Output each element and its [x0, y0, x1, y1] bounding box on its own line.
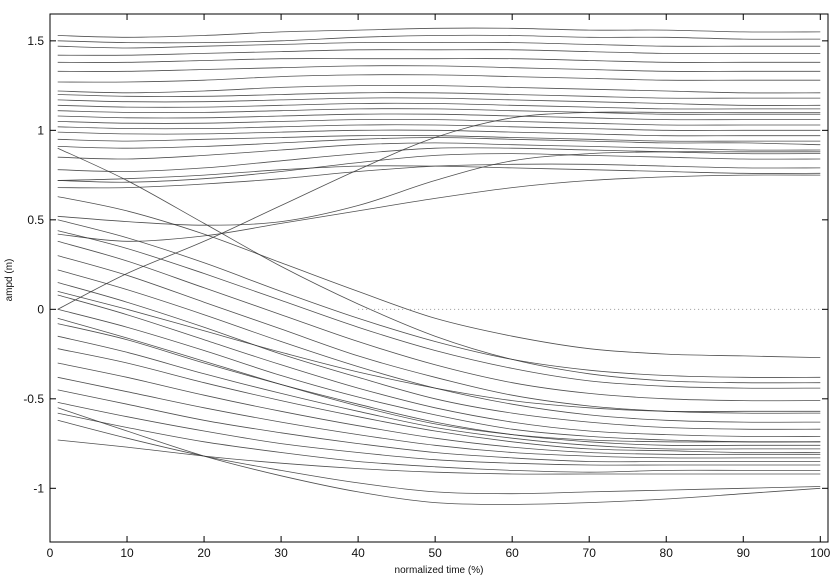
series-line — [57, 419, 821, 495]
x-tick-label: 40 — [351, 546, 365, 560]
x-tick-label: 10 — [120, 546, 134, 560]
series-line — [57, 291, 821, 412]
y-tick-label: 0 — [37, 302, 44, 316]
x-tick-label: 100 — [810, 546, 830, 560]
series-line — [57, 240, 821, 402]
series-line — [57, 174, 821, 242]
series-line — [57, 196, 821, 358]
y-axis-label: ampd (m) — [4, 259, 15, 302]
series-line — [57, 113, 821, 121]
series-line — [57, 412, 821, 473]
series-line — [57, 34, 821, 44]
x-tick-label: 0 — [47, 546, 54, 560]
x-axis-label: normalized time (%) — [395, 565, 484, 576]
series-line — [57, 294, 821, 437]
series-line — [57, 376, 821, 459]
series-line — [57, 402, 821, 466]
series-lines — [57, 27, 821, 505]
series-line — [57, 108, 821, 115]
x-tick-label: 70 — [583, 546, 597, 560]
series-line — [57, 165, 821, 181]
series-line — [57, 317, 821, 443]
x-tick-label: 80 — [660, 546, 674, 560]
y-tick-label: 0.5 — [27, 213, 44, 227]
y-tick-label: 1.5 — [27, 34, 44, 48]
y-tick-label: 1 — [37, 123, 44, 137]
series-line — [57, 49, 821, 56]
series-line — [57, 255, 821, 414]
series-line — [57, 74, 821, 83]
series-line — [57, 124, 821, 131]
series-line — [57, 97, 821, 106]
series-line — [57, 147, 821, 384]
series-line — [57, 230, 821, 389]
series-line — [57, 27, 821, 38]
series-line — [57, 58, 821, 63]
series-line — [57, 84, 821, 94]
series-line — [57, 129, 821, 137]
series-line — [57, 147, 821, 172]
y-tick-label: -0.5 — [23, 392, 44, 406]
y-tick-label: -1 — [33, 481, 44, 495]
series-line — [57, 348, 821, 454]
x-tick-label: 60 — [505, 546, 519, 560]
series-line — [57, 65, 821, 72]
x-tick-label: 90 — [737, 546, 751, 560]
x-tick-label: 20 — [197, 546, 211, 560]
series-line — [57, 362, 821, 455]
y-axis-ticks: -1 -0.5 0 0.5 1 1.5 — [23, 34, 828, 495]
plot-frame — [49, 13, 829, 543]
series-line — [57, 118, 821, 126]
series-line — [57, 135, 821, 142]
series-line — [57, 151, 821, 226]
series-line — [57, 389, 821, 463]
series-line — [57, 335, 821, 450]
series-line — [57, 439, 821, 475]
series-line — [57, 92, 821, 99]
x-tick-label: 30 — [274, 546, 288, 560]
x-tick-label: 50 — [428, 546, 442, 560]
x-axis-ticks: 0 10 20 30 40 50 60 70 80 90 100 — [47, 14, 831, 560]
series-line — [57, 407, 821, 505]
series-line — [57, 142, 821, 160]
series-line — [57, 102, 821, 110]
series-line — [57, 111, 821, 310]
series-line — [57, 219, 821, 378]
series-line — [57, 308, 821, 443]
series-line — [57, 42, 821, 49]
series-line — [57, 282, 821, 430]
series-line — [57, 153, 821, 183]
series-line — [57, 323, 821, 446]
